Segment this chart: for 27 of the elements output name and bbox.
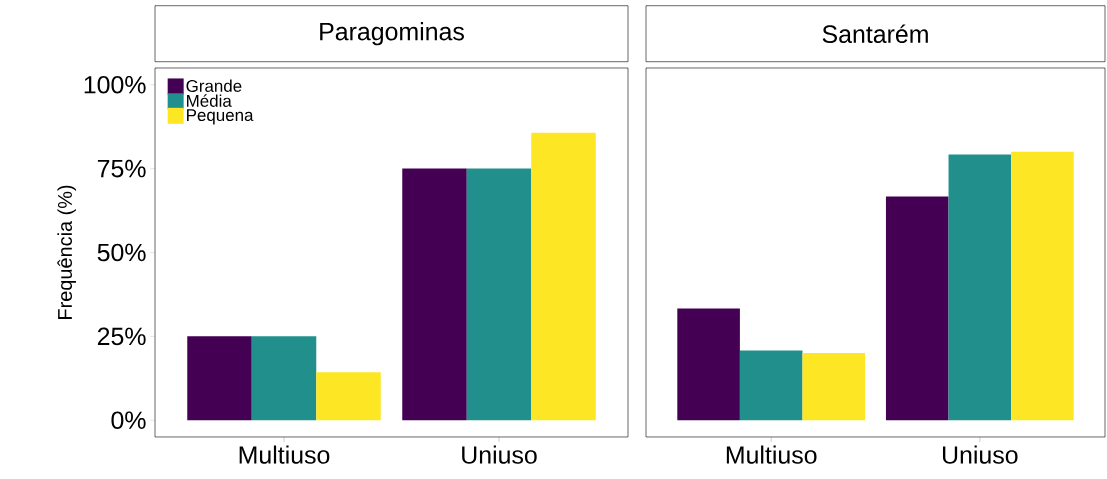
bar (316, 372, 381, 421)
y-tick-label: 50% (97, 243, 146, 262)
bar (802, 353, 866, 421)
bar (187, 336, 252, 421)
chart-title: Santarém (822, 24, 928, 44)
bar (531, 132, 596, 421)
bar (885, 196, 949, 421)
x-tick-label: Uniuso (942, 445, 1018, 464)
y-tick-label: 25% (97, 327, 146, 346)
bar (1011, 151, 1074, 421)
y-tick-label: 100% (84, 75, 146, 94)
bar (739, 350, 803, 421)
y-tick-label: 0% (111, 411, 146, 430)
x-tick-label: Multiuso (726, 445, 817, 464)
bar (948, 154, 1012, 421)
legend-label: Grande (186, 79, 242, 92)
legend-label: Média (187, 94, 232, 107)
bar (677, 308, 740, 421)
x-tick-label: Multiuso (239, 445, 330, 464)
legend-label: Pequena (187, 109, 254, 125)
y-axis-title: Frequência (%) (57, 185, 76, 319)
bar (402, 168, 467, 421)
x-tick-label: Uniuso (462, 445, 537, 464)
chart-title: Paragominas (320, 22, 464, 46)
bar (251, 336, 317, 421)
bar (466, 168, 532, 421)
y-tick-label: 75% (97, 159, 146, 178)
